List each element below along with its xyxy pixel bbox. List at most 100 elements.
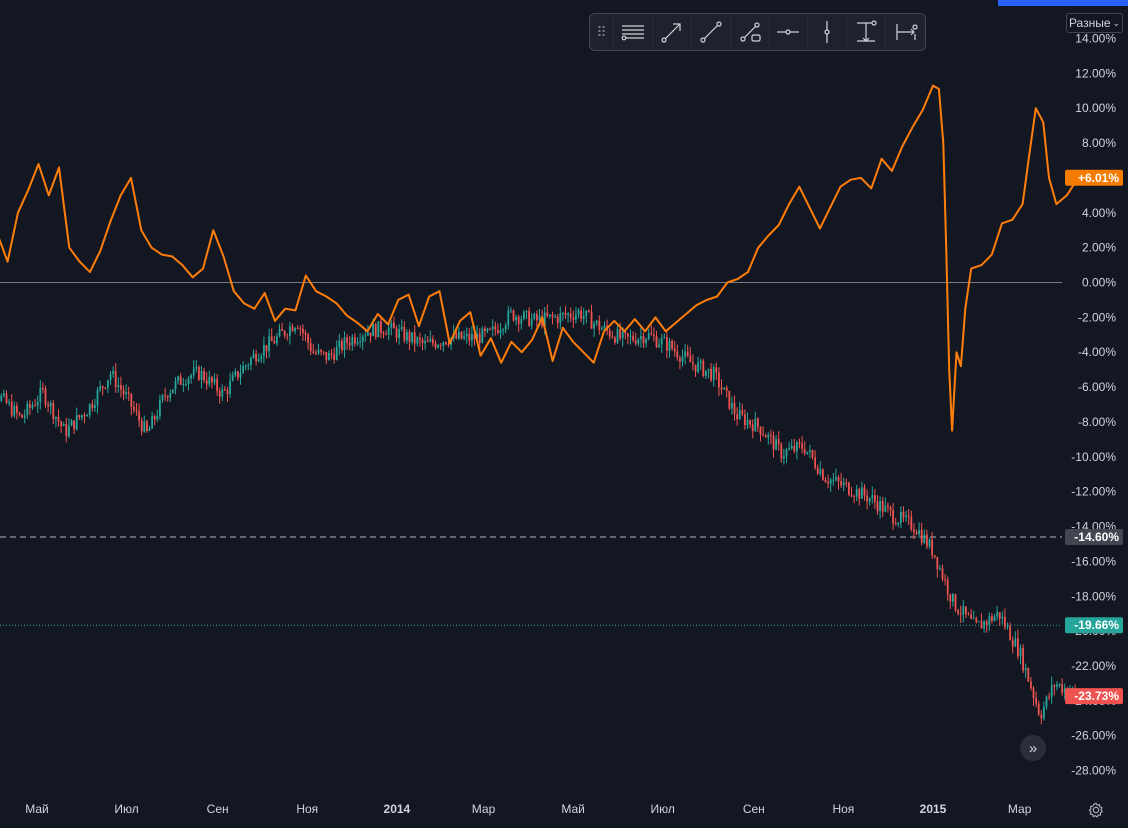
y-axis-tick-label: 4.00%: [1082, 206, 1116, 220]
candle-body: [770, 434, 772, 436]
candle-body: [632, 335, 635, 341]
candle-body: [263, 345, 265, 356]
candle-body: [785, 449, 788, 457]
candle-body: [312, 351, 315, 353]
candle-body: [879, 500, 882, 512]
candle-body: [679, 357, 681, 362]
candle-body: [863, 487, 866, 496]
candle-body: [426, 341, 429, 343]
price-label-text: -14.60%: [1074, 530, 1119, 544]
y-axis-tick-label: -18.00%: [1071, 589, 1116, 603]
candle-body: [1035, 697, 1038, 704]
drawing-toolbar: ⠿: [589, 13, 926, 51]
price-label-text: -19.66%: [1074, 618, 1119, 632]
candle-body: [187, 378, 190, 384]
candle-body: [525, 310, 528, 312]
candle-body: [1006, 626, 1009, 628]
candle-body: [1004, 616, 1006, 627]
candle-body: [796, 442, 798, 452]
candle-body: [941, 568, 944, 580]
candle-body: [590, 311, 593, 329]
candle-body: [621, 331, 624, 339]
candle-body: [151, 416, 154, 429]
candle-body: [1001, 616, 1004, 619]
candle-body: [320, 349, 323, 352]
candle-body: [302, 328, 304, 333]
candle-body: [637, 339, 640, 344]
candle-body: [372, 324, 375, 337]
candle-body: [900, 512, 902, 523]
candle-body: [299, 328, 302, 330]
candle-body: [164, 395, 167, 397]
candle-body: [996, 612, 999, 617]
candle-body: [983, 621, 986, 629]
candle-body: [541, 316, 544, 327]
price-label-text: +6.01%: [1078, 171, 1119, 185]
candle-body: [174, 380, 177, 390]
candle-body: [81, 414, 83, 418]
candle-body: [1019, 647, 1022, 657]
candle-body: [190, 375, 193, 379]
candle-body: [117, 385, 120, 388]
candle-body: [866, 495, 869, 502]
scroll-to-realtime-button[interactable]: »: [1020, 735, 1046, 761]
candle-body: [281, 329, 284, 331]
candle-body: [1063, 688, 1066, 693]
vertical-line-tool[interactable]: [808, 14, 848, 50]
candle-body: [668, 340, 671, 351]
candle-body: [408, 332, 411, 342]
candle-body: [915, 531, 918, 535]
candle-body: [837, 477, 840, 482]
candle-body: [229, 380, 232, 395]
candle-body: [125, 392, 128, 395]
candle-body: [62, 424, 65, 426]
candle-body: [343, 337, 346, 351]
scale-mode-dropdown[interactable]: Разные ⌄: [1066, 13, 1123, 33]
candle-body: [536, 314, 538, 321]
candle-body: [959, 613, 962, 615]
drag-handle-icon[interactable]: ⠿: [590, 14, 614, 50]
candle-body: [616, 329, 619, 343]
candle-body: [101, 386, 104, 388]
candle-body: [83, 414, 86, 417]
candle-body: [608, 330, 611, 337]
candle-body: [744, 414, 746, 426]
candle-body: [689, 355, 692, 363]
candle-body: [660, 338, 663, 345]
candle-body: [928, 539, 931, 547]
double-chevron-right-icon: »: [1028, 739, 1038, 757]
candle-body: [871, 495, 874, 499]
candle-body: [520, 319, 523, 324]
horizontal-ray-tool[interactable]: [770, 14, 809, 50]
date-range-tool[interactable]: [886, 14, 925, 50]
candle-body: [510, 310, 512, 312]
candle-body: [754, 418, 757, 432]
chart-settings-button[interactable]: [1086, 800, 1106, 820]
candle-body: [224, 389, 226, 391]
candle-body: [1058, 684, 1061, 686]
candle-body: [231, 375, 234, 381]
candle-body: [237, 371, 239, 378]
candle-body: [304, 332, 307, 335]
extended-line-tool[interactable]: [731, 14, 770, 50]
candle-body: [354, 337, 356, 344]
candle-body: [998, 612, 1001, 619]
trend-line-tool[interactable]: [692, 14, 731, 50]
candle-body: [416, 337, 419, 344]
candle-body: [252, 353, 255, 359]
candle-body: [437, 345, 440, 348]
candle-body: [614, 337, 616, 343]
candle-body: [390, 322, 393, 328]
price-range-tool[interactable]: [847, 14, 887, 50]
horizontal-lines-tool[interactable]: [614, 14, 653, 50]
candle-body: [985, 621, 988, 625]
candle-body: [138, 411, 141, 421]
candle-body: [1056, 684, 1058, 687]
candle-body: [333, 354, 336, 360]
candle-body: [850, 494, 853, 497]
y-axis-tick-label: -2.00%: [1078, 310, 1116, 324]
arrow-tool[interactable]: [653, 14, 692, 50]
candle-body: [993, 616, 996, 621]
